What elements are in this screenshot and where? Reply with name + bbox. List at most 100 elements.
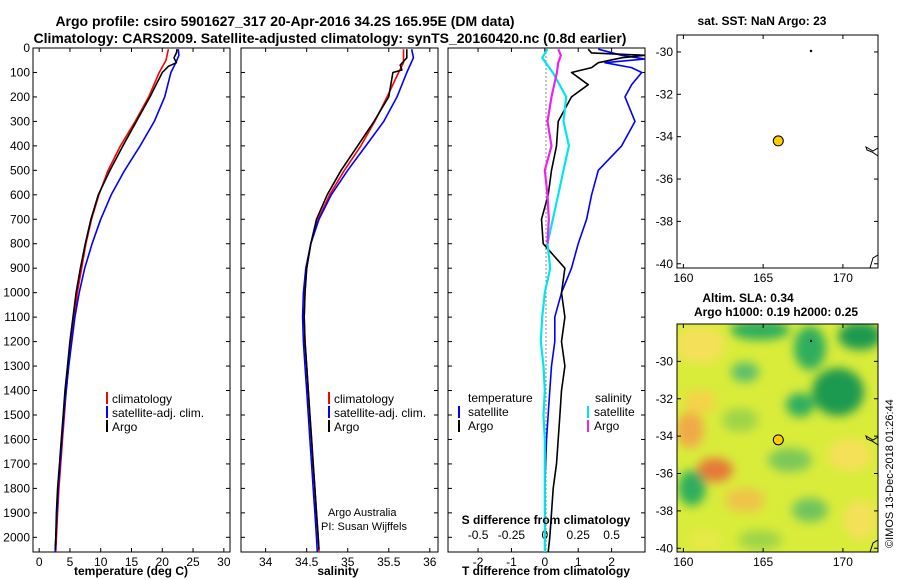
legend-climatology-label: climatology	[112, 392, 172, 406]
y-tick-label: 1200	[3, 335, 30, 349]
legend-s-satellite-label: satellite	[594, 405, 635, 419]
y-tick-label: 1400	[3, 384, 30, 398]
difference-legend: temperature satellite Argo salinity sate…	[458, 391, 635, 433]
map-y-tick-label: -36	[656, 172, 674, 186]
x-tick-label: 35	[341, 555, 355, 569]
x-tick-label: 5	[67, 555, 74, 569]
x-tick-label: 25	[186, 555, 200, 569]
temperature-legend: climatology satellite-adj. clim. Argo	[106, 392, 204, 434]
x-tick-label: 2	[608, 555, 615, 569]
x-tick-label: 34.5	[295, 555, 319, 569]
series-line-argo	[540, 48, 645, 552]
coastline-norfolk	[865, 145, 879, 157]
series-line-satellite	[543, 48, 645, 552]
figure-title-line2: Climatology: CARS2009. Satellite-adjuste…	[34, 30, 627, 46]
y-tick-label: 0	[23, 41, 30, 55]
sst-map-panel: sat. SST: NaN Argo: 23 160 165 170 -30 -32 -3…	[656, 14, 879, 285]
s-tick-label: 0.25	[567, 528, 591, 542]
map-x-tick-label: 160	[673, 555, 693, 569]
y-tick-label: 400	[10, 139, 30, 153]
legend-t-argo-label: Argo	[468, 419, 494, 433]
y-tick-label: 500	[10, 163, 30, 177]
x-tick-label: 30	[217, 555, 231, 569]
sst-map-frame	[676, 34, 879, 269]
s-tick-label: 0.5	[603, 528, 620, 542]
salinity-panel: 34 34.5 35 35.5 36 salinity climatology sate…	[240, 47, 439, 578]
y-tick-label: 800	[10, 237, 30, 251]
t-difference-xlabel: T difference from climatology	[462, 564, 630, 578]
salinity-axes-frame	[240, 47, 439, 553]
map-x-tick-label: 165	[753, 271, 773, 285]
series-line-argo_salinity	[543, 48, 563, 244]
s-tick-label: -0.25	[498, 528, 526, 542]
x-tick-label: 36	[423, 555, 437, 569]
y-tick-label: 1300	[3, 359, 30, 373]
argo-location-marker	[772, 135, 784, 147]
series-line-climatology	[303, 49, 405, 552]
salinity-legend: climatology satellite-adj. clim. Argo	[328, 392, 426, 434]
s-difference-xlabel: S difference from climatology	[462, 513, 631, 527]
x-tick-label: -2	[473, 555, 484, 569]
x-tick-label: 15	[125, 555, 139, 569]
legend-t-satellite-label: satellite	[468, 405, 509, 419]
y-tick-label: 1600	[3, 432, 30, 446]
map-y-tick-label: -34	[656, 130, 674, 144]
series-line-satellite	[54, 49, 180, 552]
map-x-tick-label: 170	[833, 271, 853, 285]
figure-title-line1: Argo profile: csiro 5901627_317 20-Apr-2…	[55, 13, 514, 29]
sst-map-title: sat. SST: NaN Argo: 23	[698, 14, 827, 28]
map-y-tick-label: -40	[656, 541, 674, 555]
legend-temperature-title: temperature	[468, 391, 533, 405]
series-line-sat_salinity	[539, 48, 571, 552]
map-x-tick-label: 160	[673, 271, 693, 285]
x-tick-label: -1	[506, 555, 517, 569]
salinity-xlabel: salinity	[317, 564, 359, 578]
series-line-satellite	[301, 49, 415, 552]
legend-argo-label: Argo	[112, 420, 138, 434]
sla-map-title-line2: Argo h1000: 0.19 h2000: 0.25	[694, 305, 858, 319]
difference-panel: -2 -1 0 1 2-0.5 -0.25 0 0.25 0.5 T difference fr…	[447, 47, 646, 578]
legend-argo-label: Argo	[334, 420, 360, 434]
legend-satellite-label: satellite-adj. clim.	[334, 406, 426, 420]
temperature-panel: 0100200300400500600700800900100011001200…	[3, 41, 231, 578]
map-x-tick-label: 165	[753, 555, 773, 569]
y-tick-label: 600	[10, 188, 30, 202]
y-tick-label: 200	[10, 90, 30, 104]
y-tick-label: 1700	[3, 457, 30, 471]
legend-s-argo-label: Argo	[594, 419, 620, 433]
x-tick-label: 34	[259, 555, 273, 569]
y-tick-label: 1900	[3, 506, 30, 520]
temperature-xlabel: temperature (deg C)	[74, 564, 188, 578]
y-tick-label: 1800	[3, 481, 30, 495]
x-tick-label: 1	[575, 555, 582, 569]
island-dot	[809, 49, 813, 53]
series-line-argo	[54, 49, 178, 550]
argo-location-marker	[772, 434, 784, 446]
temperature-axes-frame	[32, 47, 231, 553]
coastline-norfolk	[865, 434, 879, 446]
map-y-tick-label: -36	[656, 467, 674, 481]
map-y-tick-label: -30	[656, 354, 674, 368]
map-y-tick-label: -32	[656, 87, 674, 101]
legend-climatology-label: climatology	[334, 392, 394, 406]
legend-salinity-title: salinity	[595, 391, 632, 405]
imos-credit: ©IMOS 13-Dec-2018 01:26:44	[884, 399, 896, 548]
y-tick-label: 100	[10, 65, 30, 79]
map-y-tick-label: -34	[656, 429, 674, 443]
y-tick-label: 1500	[3, 408, 30, 422]
x-tick-label: 0	[541, 555, 548, 569]
y-tick-label: 1000	[3, 286, 30, 300]
x-tick-label: 0	[36, 555, 43, 569]
map-y-tick-label: -32	[656, 392, 674, 406]
y-tick-label: 300	[10, 114, 30, 128]
y-tick-label: 2000	[3, 530, 30, 544]
sla-map-title-line1: Altim. SLA: 0.34	[702, 291, 794, 305]
x-tick-label: 20	[156, 555, 170, 569]
credit-argo-australia: Argo Australia	[328, 507, 397, 519]
legend-satellite-label: satellite-adj. clim.	[112, 406, 204, 420]
series-line-argo	[303, 49, 408, 550]
y-tick-label: 1100	[4, 310, 30, 324]
s-tick-label: -0.5	[468, 528, 489, 542]
island-dot	[809, 339, 813, 343]
